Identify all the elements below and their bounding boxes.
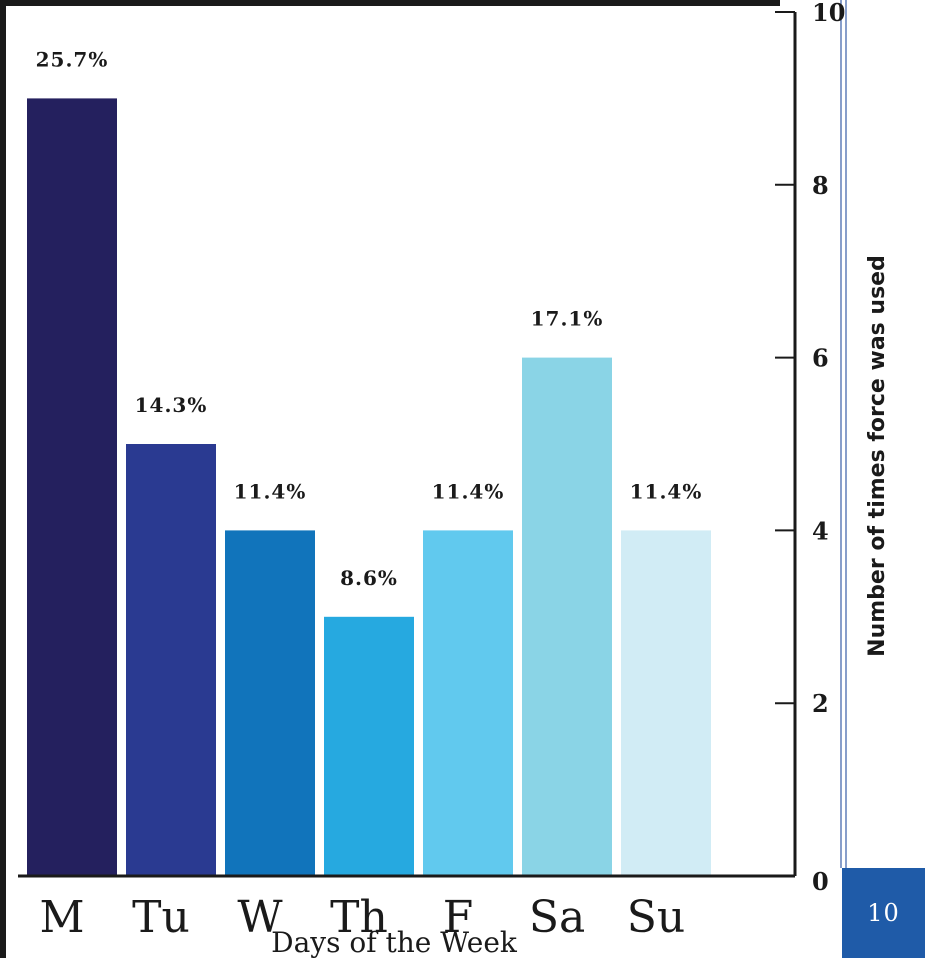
y-tick-label-4: 4 — [812, 516, 829, 545]
data-labels-group: 25.7% 14.3% 11.4% 8.6% 11.4% 17.1% 11.4% — [36, 47, 703, 590]
y-tick-label-2: 2 — [812, 689, 829, 718]
y-tick-label-6: 6 — [812, 344, 829, 373]
bar-f — [423, 530, 513, 876]
y-tick-label-8: 8 — [812, 171, 829, 200]
data-label-tu: 14.3% — [135, 393, 208, 417]
data-label-f: 11.4% — [432, 479, 505, 503]
y-tick-label-10: 10 — [812, 0, 845, 27]
category-label-th: Th — [330, 892, 388, 943]
bars-group — [27, 98, 711, 877]
data-label-w: 11.4% — [234, 479, 307, 503]
bar-sa — [522, 357, 612, 877]
bar-m — [27, 98, 117, 876]
y-axis-title: Number of times force was used — [865, 255, 890, 657]
bar-tu — [126, 444, 216, 876]
category-label-sa: Sa — [529, 892, 585, 943]
data-label-m: 25.7% — [36, 47, 109, 71]
category-label-m: M — [39, 892, 84, 943]
y-tick-label-0: 0 — [812, 867, 829, 896]
category-label-w: W — [237, 892, 283, 943]
x-axis-title: Days of the Week — [271, 926, 518, 958]
category-label-f: F — [443, 892, 474, 943]
page-number-badge: 10 — [842, 868, 925, 958]
data-label-su: 11.4% — [630, 479, 703, 503]
data-label-sa: 17.1% — [531, 307, 604, 331]
category-label-su: Su — [627, 892, 685, 943]
bar-th — [324, 616, 414, 876]
category-labels-group: M Tu W Th F Sa Su — [39, 892, 685, 943]
data-label-th: 8.6% — [340, 566, 398, 590]
y-ticks-group: 0 2 4 6 8 10 — [775, 0, 845, 896]
bar-su — [621, 530, 711, 876]
category-label-tu: Tu — [132, 892, 190, 943]
bar-w — [225, 530, 315, 876]
